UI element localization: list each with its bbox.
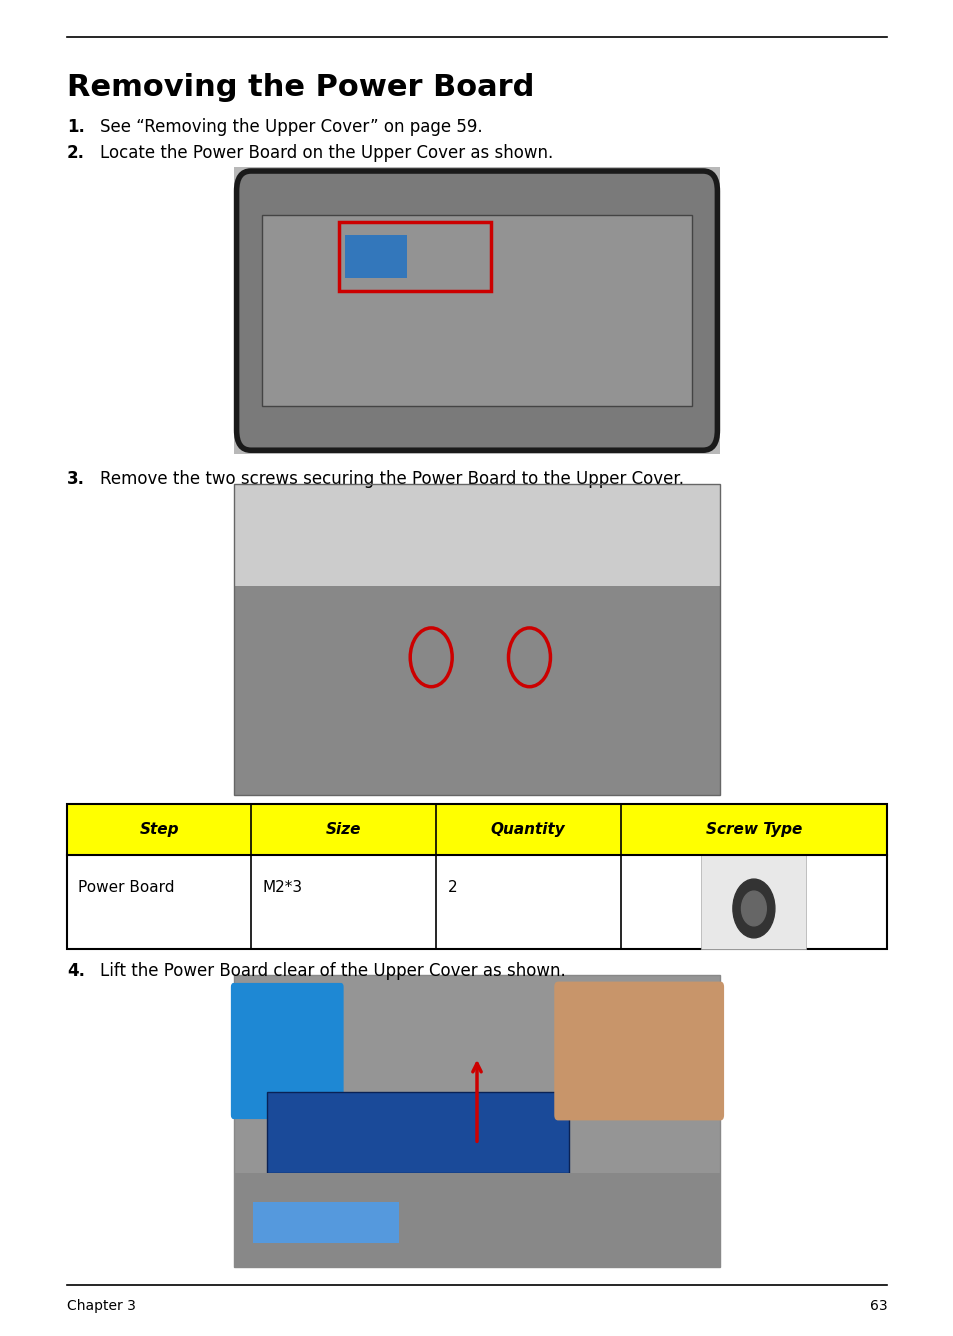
FancyBboxPatch shape — [236, 171, 717, 450]
Text: 1.: 1. — [67, 118, 85, 135]
FancyBboxPatch shape — [554, 982, 723, 1121]
Text: M2*3: M2*3 — [263, 880, 303, 895]
Circle shape — [732, 879, 774, 938]
FancyBboxPatch shape — [267, 1092, 568, 1173]
Text: 3.: 3. — [67, 470, 85, 488]
Text: Quantity: Quantity — [491, 822, 565, 838]
FancyBboxPatch shape — [345, 235, 407, 278]
Text: 2: 2 — [447, 880, 456, 895]
FancyBboxPatch shape — [231, 983, 343, 1120]
Circle shape — [740, 891, 765, 926]
FancyBboxPatch shape — [233, 1173, 720, 1267]
Text: 63: 63 — [869, 1299, 886, 1312]
FancyBboxPatch shape — [233, 484, 720, 593]
Text: Step: Step — [139, 822, 178, 838]
Text: Size: Size — [326, 822, 361, 838]
FancyBboxPatch shape — [67, 804, 886, 855]
FancyBboxPatch shape — [253, 1202, 398, 1244]
Text: Screw Type: Screw Type — [705, 822, 801, 838]
Text: Chapter 3: Chapter 3 — [67, 1299, 135, 1312]
Text: Remove the two screws securing the Power Board to the Upper Cover.: Remove the two screws securing the Power… — [100, 470, 683, 488]
FancyBboxPatch shape — [233, 167, 720, 454]
FancyBboxPatch shape — [700, 855, 805, 949]
Text: 2.: 2. — [67, 144, 85, 162]
Text: See “Removing the Upper Cover” on page 59.: See “Removing the Upper Cover” on page 5… — [100, 118, 482, 135]
FancyBboxPatch shape — [67, 855, 886, 949]
FancyBboxPatch shape — [262, 215, 691, 406]
Text: 4.: 4. — [67, 962, 85, 979]
FancyBboxPatch shape — [233, 587, 720, 795]
Text: Locate the Power Board on the Upper Cover as shown.: Locate the Power Board on the Upper Cove… — [100, 144, 553, 162]
FancyBboxPatch shape — [233, 975, 720, 1267]
Text: Power Board: Power Board — [78, 880, 174, 895]
Text: Removing the Power Board: Removing the Power Board — [67, 73, 534, 103]
Text: Lift the Power Board clear of the Upper Cover as shown.: Lift the Power Board clear of the Upper … — [100, 962, 565, 979]
